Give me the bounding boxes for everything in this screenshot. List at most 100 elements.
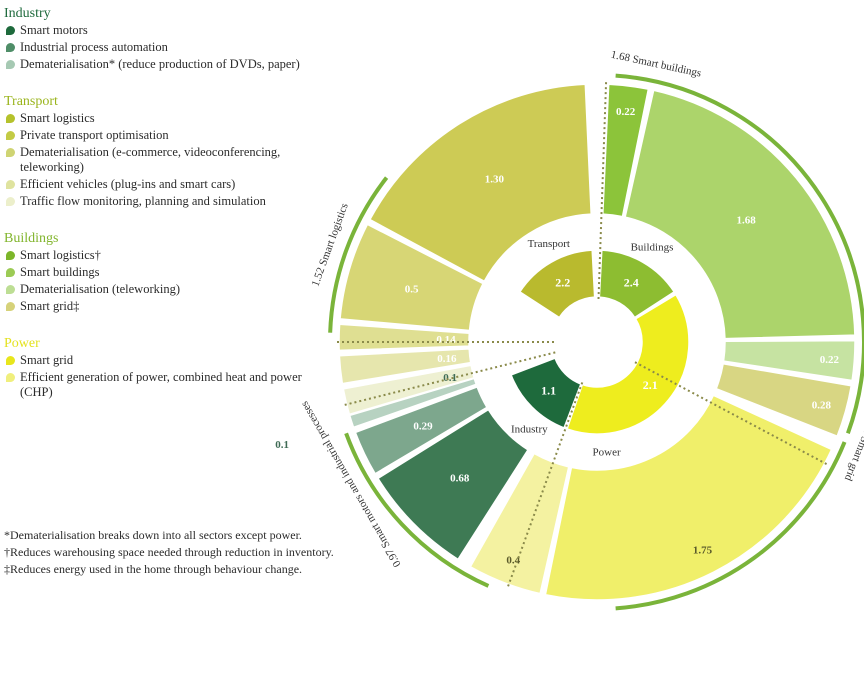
legend-swatch-icon <box>6 114 15 123</box>
outer-segment-buildings <box>602 83 650 218</box>
inner-segment-power <box>566 293 690 435</box>
legend-item: Smart grid <box>4 353 334 368</box>
outer-segment-transport <box>368 83 592 283</box>
legend-item-label: Efficient vehicles (plug-ins and smart c… <box>20 177 236 191</box>
legend-group-transport: Transport Smart logistics Private transpor… <box>4 94 334 209</box>
legend-item: Smart motors <box>4 23 334 38</box>
legend-item-label: Smart logistics† <box>20 248 101 262</box>
outer-segment-transport <box>338 323 471 352</box>
outer-segment-value: 0.28 <box>812 400 832 412</box>
sector-total-arc <box>615 441 847 611</box>
outer-segment-value: 0.22 <box>820 354 840 366</box>
legend-group-title: Transport <box>4 94 58 109</box>
legend-item-label: Smart grid‡ <box>20 299 80 313</box>
legend-item: Traffic flow monitoring, planning and si… <box>4 194 334 209</box>
sector-divider <box>597 80 608 300</box>
outer-segment-value: 0.4 <box>506 554 520 566</box>
outer-segment-value: 1.75 <box>693 545 713 557</box>
inner-segment-value: 2.1 <box>643 378 658 392</box>
legend-item-label: Industrial process automation <box>20 40 168 54</box>
footnote-home-energy: ‡Reduces energy used in the home through… <box>4 562 303 576</box>
legend-swatch-icon <box>6 251 15 260</box>
legend-item: Efficient generation of power, combined … <box>4 370 334 400</box>
outer-segment-value: 0.29 <box>413 420 433 432</box>
sector-name-power: Power <box>593 447 621 459</box>
legend-item: Smart logistics <box>4 111 334 126</box>
inner-segment-value: 2.4 <box>624 276 639 290</box>
outer-segment-power <box>469 452 570 595</box>
legend-group-title: Buildings <box>4 231 59 246</box>
legend-swatch-icon <box>6 302 15 311</box>
legend-swatch-icon <box>6 26 15 35</box>
inner-segment-value: 1.1 <box>541 383 556 397</box>
legend-item-label: Dematerialisation (teleworking) <box>20 282 181 296</box>
legend-group-power: Power Smart grid Efficient generation of p… <box>4 336 334 400</box>
outer-segment-value: 1.68 <box>736 214 756 226</box>
legend-group-title: Industry <box>4 6 51 21</box>
legend-item: Dematerialisation (e-commerce, videoconf… <box>4 145 334 175</box>
outer-segment-value: 0.68 <box>450 473 470 485</box>
legend-item: Industrial process automation <box>4 40 334 55</box>
outer-segment-value: 0.1 <box>443 372 457 384</box>
sector-divider <box>634 361 829 466</box>
sector-divider <box>342 351 556 407</box>
inner-segment-transport <box>518 249 596 319</box>
footnotes: *Dematerialisation breaks down into all … <box>4 527 344 578</box>
legend-swatch-icon <box>6 373 15 382</box>
legend-swatch-icon <box>6 285 15 294</box>
outer-segment-industry <box>348 377 478 429</box>
legend-item: Dematerialisation (teleworking) <box>4 282 334 297</box>
legend: Industry Smart motors Industrial process a… <box>4 6 334 422</box>
sector-name-transport: Transport <box>528 238 570 250</box>
outer-segment-value: 0.16 <box>437 353 457 365</box>
legend-group-industry: Industry Smart motors Industrial process a… <box>4 6 334 72</box>
legend-swatch-icon <box>6 131 15 140</box>
outer-segment-value: 1.30 <box>485 174 505 186</box>
inner-segment-value: 2.2 <box>555 276 570 290</box>
legend-item: Smart logistics† <box>4 248 334 263</box>
legend-item-label: Smart buildings <box>20 265 100 279</box>
sector-total-arc <box>344 432 490 588</box>
legend-item-label: Traffic flow monitoring, planning and si… <box>20 194 266 208</box>
legend-swatch-icon <box>6 356 15 365</box>
sector-total-label: 1.52 Smart logistics <box>309 202 350 289</box>
outer-segment-power <box>544 394 833 601</box>
sector-divider <box>506 382 584 589</box>
legend-item-label: Dematerialisation (e-commerce, videoconf… <box>20 145 281 174</box>
sector-name-industry: Industry <box>511 424 548 436</box>
legend-item-label: Efficient generation of power, combined … <box>20 370 302 399</box>
outer-segment-value: 0.14 <box>436 334 456 346</box>
legend-swatch-icon <box>6 197 15 206</box>
inner-segment-industry <box>510 357 582 429</box>
outer-segment-value: 0.22 <box>616 106 636 118</box>
inner-segment-buildings <box>598 249 676 319</box>
outer-segment-buildings <box>722 339 856 382</box>
outer-segment-buildings <box>715 362 853 438</box>
sector-total-arc <box>328 176 389 333</box>
outer-segment-transport <box>339 223 485 332</box>
legend-item-label: Smart logistics <box>20 111 95 125</box>
outer-segment-industry <box>376 408 530 561</box>
legend-item: Smart buildings <box>4 265 334 280</box>
legend-item: Private transport optimisation <box>4 128 334 143</box>
legend-item-label: Smart grid <box>20 353 74 367</box>
footnote-dematerialisation: *Dematerialisation breaks down into all … <box>4 528 302 542</box>
legend-group-buildings: Buildings Smart logistics† Smart buildings… <box>4 231 334 314</box>
outer-segment-industry <box>354 385 488 475</box>
outer-segment-buildings <box>624 89 856 340</box>
legend-swatch-icon <box>6 180 15 189</box>
sector-total-arc <box>615 73 864 435</box>
legend-item: Efficient vehicles (plug-ins and smart c… <box>4 177 334 192</box>
legend-item-label: Dematerialisation* (reduce production of… <box>20 57 300 71</box>
legend-item-label: Smart motors <box>20 23 88 37</box>
legend-item-label: Private transport optimisation <box>20 128 169 142</box>
legend-swatch-icon <box>6 148 15 157</box>
legend-swatch-icon <box>6 60 15 69</box>
outer-segment-value: 0.1 <box>275 439 289 451</box>
legend-item: Smart grid‡ <box>4 299 334 314</box>
sector-name-buildings: Buildings <box>631 242 674 254</box>
legend-swatch-icon <box>6 43 15 52</box>
legend-swatch-icon <box>6 268 15 277</box>
legend-group-title: Power <box>4 336 40 351</box>
